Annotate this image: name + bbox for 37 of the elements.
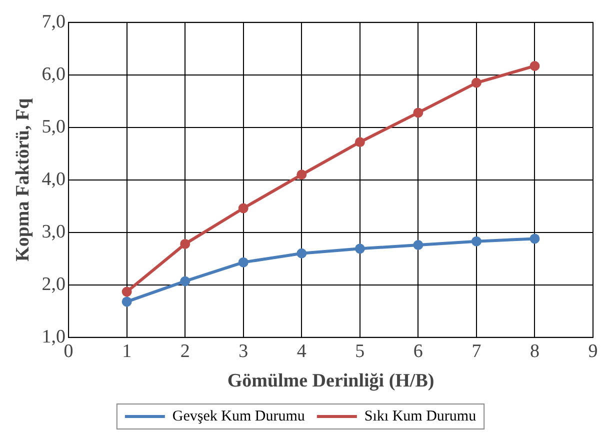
point [296,248,307,258]
point [122,286,132,297]
y-tick-label: 7,0 [42,11,66,32]
x-tick-label: 1 [122,340,132,362]
x-tick-label: 6 [413,340,423,362]
y-tick-label: 3,0 [42,221,66,242]
x-tick-label: 3 [238,340,248,362]
point [471,78,482,88]
y-tick-label: 2,0 [42,274,66,295]
point [238,203,248,214]
point [122,296,132,307]
x-tick-label: 7 [472,340,482,362]
x-tick-label: 5 [355,340,365,362]
point [180,238,190,249]
x-tick-label: 2 [180,340,190,362]
point [471,236,482,246]
point [354,137,365,148]
point [413,240,424,250]
point [413,108,424,118]
point [296,170,307,180]
point [530,234,540,244]
y-axis-title: Kopma Faktörü, Fq [12,98,34,262]
x-tick-label: 0 [64,340,74,362]
point [238,257,248,268]
x-tick-label: 4 [296,340,307,362]
point [354,244,365,254]
y-tick-label: 6,0 [42,64,66,85]
point [530,60,540,71]
point [180,276,190,286]
x-tick-label: 8 [530,340,540,362]
legend-label: Sıkı Kum Durumu [364,408,477,424]
y-tick-label: 1,0 [42,326,66,348]
y-tick-label: 4,0 [42,168,66,190]
y-tick-label: 5,0 [42,116,66,138]
x-axis-title: Gömülme Derinliği (H/B) [227,370,434,392]
legend-label: Gevşek Kum Durumu [172,408,306,424]
x-tick-label: 9 [588,340,598,362]
